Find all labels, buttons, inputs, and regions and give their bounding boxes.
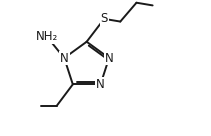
Text: NH₂: NH₂ (36, 30, 58, 43)
Text: S: S (100, 12, 108, 25)
Text: N: N (96, 78, 105, 91)
Text: N: N (60, 52, 69, 64)
Text: N: N (105, 52, 114, 64)
